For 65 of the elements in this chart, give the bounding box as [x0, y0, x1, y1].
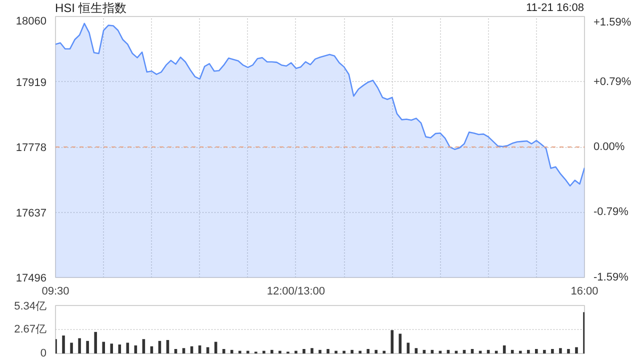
y-tick-label: 5.34亿: [14, 300, 47, 312]
bar: [326, 349, 330, 354]
bar: [575, 347, 578, 354]
bar: [86, 340, 89, 354]
bar: [390, 330, 394, 354]
bar: [310, 348, 314, 354]
bar: [102, 342, 105, 354]
bar: [62, 336, 65, 354]
y-tick-label: 0: [40, 348, 47, 360]
bar: [206, 347, 210, 354]
bar: [142, 339, 146, 354]
bar: [246, 350, 250, 354]
chart-title: HSI 恒生指数: [55, 0, 126, 16]
bar: [118, 344, 122, 354]
bar: [174, 349, 178, 354]
bar: [126, 342, 130, 354]
y-tick-label: 17778: [16, 142, 47, 154]
bar: [70, 342, 73, 354]
bar: [94, 332, 97, 354]
bar: [342, 350, 346, 354]
bar: [414, 348, 418, 354]
bar: [294, 350, 298, 354]
y2-tick-label: -1.59%: [594, 272, 629, 284]
bar: [334, 350, 338, 354]
bar: [238, 350, 242, 354]
bar: [518, 350, 522, 354]
bar: [366, 349, 370, 354]
bar: [567, 349, 570, 354]
bar: [350, 350, 354, 354]
bar: [222, 349, 226, 354]
bar: [374, 350, 378, 354]
bar: [470, 349, 474, 354]
bar: [382, 350, 386, 354]
bar: [318, 350, 322, 354]
y-tick-label: 17496: [16, 272, 47, 284]
bar: [262, 350, 266, 354]
bar: [502, 345, 506, 354]
bar: [278, 350, 282, 354]
y2-tick-label: +1.59%: [594, 16, 632, 28]
bar: [406, 342, 410, 354]
bar: [551, 349, 554, 354]
bar: [270, 350, 274, 354]
bar: [559, 348, 562, 354]
y2-tick-label: 0.00%: [594, 141, 625, 153]
y-tick-label: 18060: [16, 16, 47, 28]
bar: [110, 344, 114, 354]
bar: [78, 338, 81, 354]
bar: [134, 345, 138, 354]
x-tick-label: 16:00: [570, 286, 598, 298]
bar: [510, 350, 514, 354]
bar: [182, 348, 186, 354]
bar: [526, 350, 530, 354]
bar: [358, 350, 362, 354]
y2-tick-label: -0.79%: [594, 206, 629, 218]
y-tick-label: 2.67亿: [14, 324, 47, 336]
x-tick-label: 12:00/13:00: [266, 286, 326, 298]
bar: [543, 350, 546, 354]
y-tick-label: 17637: [16, 207, 47, 220]
y2-tick-label: +0.79%: [594, 76, 632, 88]
bar: [302, 349, 306, 354]
y-tick-label: 17919: [16, 76, 47, 89]
x-tick-label: 09:30: [42, 286, 70, 298]
text: 11-21 16:08: [526, 1, 584, 16]
bar: [398, 334, 402, 354]
bar: [535, 349, 538, 354]
